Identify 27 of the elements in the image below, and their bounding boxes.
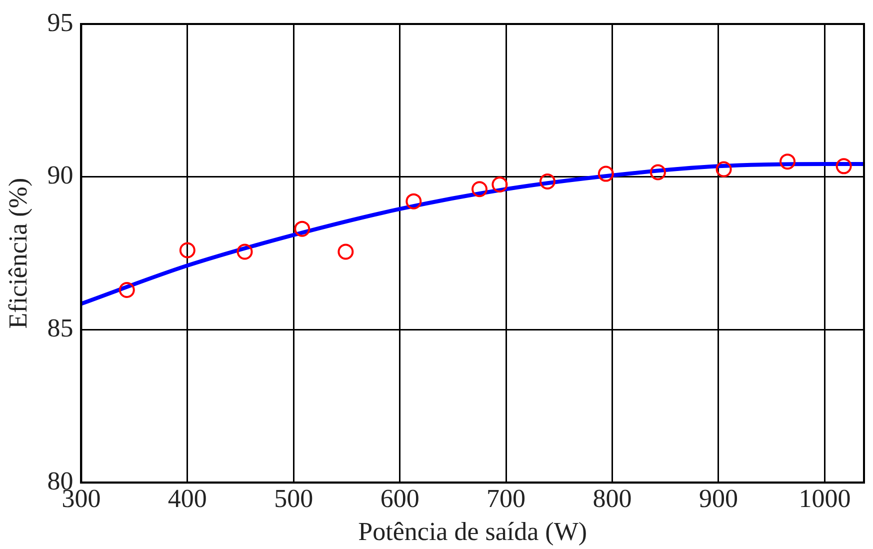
- x-tick-label: 400: [168, 484, 207, 514]
- y-tick-label: 90: [47, 160, 74, 190]
- x-tick-label: 500: [274, 484, 314, 514]
- point: [338, 244, 354, 260]
- point: [780, 154, 796, 170]
- point: [492, 176, 508, 193]
- point: [406, 193, 422, 210]
- point: [236, 244, 253, 260]
- x-tick-label: 700: [486, 484, 526, 514]
- point: [598, 166, 614, 182]
- point: [650, 164, 666, 180]
- x-tick-label: 600: [380, 484, 420, 514]
- x-tick-label: 900: [698, 484, 738, 514]
- y-tick-label: 85: [47, 314, 74, 343]
- x-tick-label: 1000: [798, 484, 851, 514]
- point: [118, 282, 135, 298]
- line-series: [81, 162, 864, 306]
- point: [716, 161, 732, 178]
- point: [836, 158, 852, 174]
- point: [179, 242, 196, 258]
- x-tick-label: 800: [592, 484, 632, 514]
- point: [472, 181, 488, 198]
- point: [294, 220, 310, 237]
- point: [539, 173, 556, 190]
- x-axis-title: Potência de saída (W): [358, 517, 588, 546]
- y-axis-title: Eficiência (%): [3, 178, 32, 329]
- y-tick-label: 95: [47, 8, 74, 37]
